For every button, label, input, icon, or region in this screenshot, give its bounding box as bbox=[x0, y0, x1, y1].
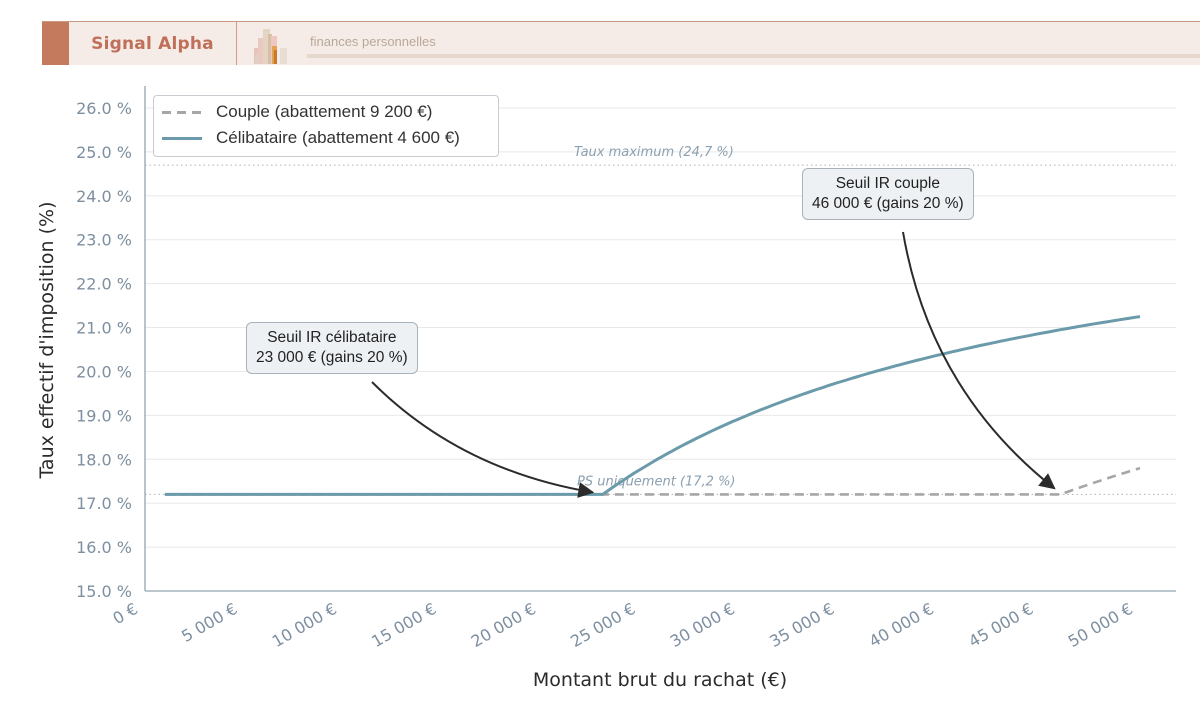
x-tick-label: 50 000 € bbox=[1065, 599, 1136, 651]
header-subtitle: finances personnelles bbox=[310, 34, 436, 49]
y-tick-label: 26.0 % bbox=[76, 99, 132, 118]
brand-name[interactable]: Signal Alpha bbox=[91, 33, 214, 54]
annotation-arrows bbox=[371, 231, 1056, 498]
annotation-value: 23 000 € (gains 20 %) bbox=[256, 349, 408, 366]
annotation-celibataire: Seuil IR célibataire 23 000 € (gains 20 … bbox=[246, 322, 418, 374]
y-tick-label: 18.0 % bbox=[76, 450, 132, 469]
legend-item-couple[interactable]: Couple (abattement 9 200 €) bbox=[162, 102, 432, 122]
annotation-arrow bbox=[371, 381, 595, 498]
x-tick-label: 30 000 € bbox=[667, 599, 738, 651]
y-tick-label: 25.0 % bbox=[76, 143, 132, 162]
y-tick-label: 15.0 % bbox=[76, 582, 132, 601]
x-tick-label: 20 000 € bbox=[468, 599, 539, 651]
annotation-title: Seuil IR célibataire bbox=[267, 329, 397, 346]
y-tick-label: 24.0 % bbox=[76, 187, 132, 206]
x-tick-label: 15 000 € bbox=[368, 599, 439, 651]
bar-chart-logo-icon bbox=[254, 29, 287, 64]
x-tick-label: 25 000 € bbox=[567, 599, 638, 651]
data-series bbox=[164, 315, 1141, 496]
y-axis-title: Taux effectif d'imposition (%) bbox=[36, 201, 58, 479]
header-rule bbox=[307, 54, 1200, 58]
series-couple-line bbox=[164, 466, 1141, 496]
y-tick-label: 22.0 % bbox=[76, 275, 132, 294]
legend-item-celibataire[interactable]: Célibataire (abattement 4 600 €) bbox=[162, 128, 460, 148]
x-tick-label: 0 € bbox=[109, 599, 141, 628]
x-tick-label: 45 000 € bbox=[965, 599, 1036, 651]
header-rule-light bbox=[307, 60, 1200, 64]
reference-line-label: Taux maximum (24,7 %) bbox=[574, 145, 734, 160]
x-tick-label: 40 000 € bbox=[866, 599, 937, 651]
legend-label: Célibataire (abattement 4 600 €) bbox=[216, 128, 460, 147]
annotation-couple: Seuil IR couple 46 000 € (gains 20 %) bbox=[802, 168, 974, 220]
reference-line-label: PS uniquement (17,2 %) bbox=[577, 474, 736, 489]
y-tick-label: 21.0 % bbox=[76, 319, 132, 338]
dashed-line-icon bbox=[162, 110, 202, 114]
site-header: Signal Alpha finances personnelles bbox=[42, 21, 1200, 65]
reference-lines: Taux maximum (24,7 %) PS uniquement (17,2… bbox=[145, 145, 1176, 495]
x-tick-label: 35 000 € bbox=[766, 599, 837, 651]
y-tick-label: 23.0 % bbox=[76, 231, 132, 250]
y-tick-label: 17.0 % bbox=[76, 494, 132, 513]
x-tick-label: 10 000 € bbox=[269, 599, 340, 651]
series-celibataire-line bbox=[164, 315, 1141, 496]
y-tick-label: 16.0 % bbox=[76, 538, 132, 557]
annotation-arrow bbox=[902, 231, 1056, 490]
annotation-title: Seuil IR couple bbox=[835, 175, 940, 192]
header-divider bbox=[236, 22, 237, 65]
axes: 15.0 % 16.0 % 17.0 % 18.0 % 19.0 % 20.0 % 21.0… bbox=[76, 86, 1176, 651]
brand-color-block bbox=[42, 22, 69, 65]
legend-label: Couple (abattement 9 200 €) bbox=[216, 102, 433, 121]
solid-line-icon bbox=[162, 136, 202, 140]
y-tick-label: 19.0 % bbox=[76, 406, 132, 425]
chart-legend: Couple (abattement 9 200 €) Célibataire … bbox=[153, 95, 499, 157]
y-tick-label: 20.0 % bbox=[76, 362, 132, 381]
x-axis-title: Montant brut du rachat (€) bbox=[533, 669, 787, 691]
annotation-value: 46 000 € (gains 20 %) bbox=[812, 195, 964, 212]
x-tick-label: 5 000 € bbox=[178, 599, 240, 646]
